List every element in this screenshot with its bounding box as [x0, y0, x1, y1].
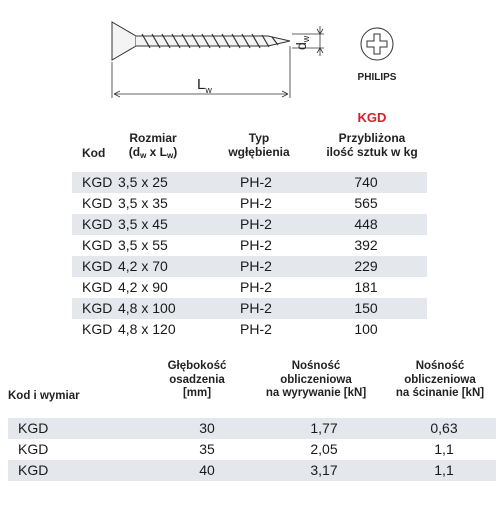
- cell-type: PH-2: [240, 300, 272, 316]
- cell-pull: 1,77: [310, 420, 338, 436]
- cell-type: PH-2: [240, 216, 272, 232]
- table-row: KGD 40 3,17 1,1: [8, 460, 496, 481]
- cell-kod: KGD: [82, 300, 113, 316]
- cell-qty: 740: [354, 174, 378, 190]
- col-header-shear: Nośność obliczeniowa na ścinanie [kN]: [395, 360, 485, 399]
- cell-type: PH-2: [240, 279, 272, 295]
- table-row: KGD 4,8 x 120 PH-2 100: [72, 319, 427, 340]
- cell-shear: 1,1: [434, 441, 454, 457]
- screw-drawing: Lw dw PHILIPS: [111, 21, 397, 98]
- table-row: KGD 30 1,77 0,63: [8, 418, 496, 439]
- cell-kod: KGD: [18, 441, 49, 457]
- cell-qty: 565: [354, 195, 378, 211]
- cell-kod: KGD: [18, 462, 49, 478]
- cell-qty: 150: [354, 300, 378, 316]
- screw-illustration: [111, 21, 324, 98]
- cell-size: 4,8 x 100: [118, 300, 176, 316]
- cell-kod: KGD: [82, 279, 113, 295]
- cell-size: 3,5 x 35: [118, 195, 168, 211]
- table-row: KGD 3,5 x 45 PH-2 448: [72, 214, 427, 235]
- cell-qty: 100: [354, 321, 378, 337]
- dim-d-label: dw: [293, 35, 311, 50]
- product-code-heading: KGD: [357, 110, 387, 125]
- table-row: KGD 4,2 x 70 PH-2 229: [72, 256, 427, 277]
- cell-type: PH-2: [240, 258, 272, 274]
- cell-qty: 392: [354, 237, 378, 253]
- cell-depth: 30: [199, 420, 215, 436]
- col-header-pull: Nośność obliczeniowa na wyrywanie [kN]: [265, 360, 367, 399]
- cell-size: 3,5 x 55: [118, 237, 168, 253]
- cell-pull: 3,17: [310, 462, 338, 478]
- cell-kod: KGD: [82, 258, 113, 274]
- philips-label: PHILIPS: [358, 72, 397, 83]
- table-row: KGD 4,8 x 100 PH-2 150: [72, 298, 427, 319]
- cell-kod: KGD: [82, 237, 113, 253]
- cell-pull: 2,05: [310, 441, 338, 457]
- cell-type: PH-2: [240, 174, 272, 190]
- col-header-rozmiar: Rozmiar (dw x Lw): [118, 131, 188, 163]
- cell-kod: KGD: [82, 321, 113, 337]
- col-header-kod: Kod: [82, 146, 106, 160]
- col-header-kod-wymiar: Kod i wymiar: [8, 390, 80, 402]
- cell-kod: KGD: [18, 420, 49, 436]
- cell-kod: KGD: [82, 195, 113, 211]
- table-row: KGD 3,5 x 55 PH-2 392: [72, 235, 427, 256]
- table-row: KGD 4,2 x 90 PH-2 181: [72, 277, 427, 298]
- cell-size: 4,2 x 90: [118, 279, 168, 295]
- cell-qty: 181: [354, 279, 378, 295]
- cell-size: 3,5 x 45: [118, 216, 168, 232]
- table-row: KGD 3,5 x 35 PH-2 565: [72, 193, 427, 214]
- cell-type: PH-2: [240, 321, 272, 337]
- cell-depth: 35: [199, 441, 215, 457]
- cell-size: 4,2 x 70: [118, 258, 168, 274]
- rozmiar-line1: Rozmiar: [129, 131, 177, 145]
- cell-size: 4,8 x 120: [118, 321, 176, 337]
- cell-qty: 229: [354, 258, 378, 274]
- cell-shear: 0,63: [430, 420, 458, 436]
- col-header-qty: Przybliżona ilość sztuk w kg: [326, 131, 418, 159]
- table-row: KGD 3,5 x 25 PH-2 740: [72, 172, 427, 193]
- philips-drive-icon: [360, 27, 394, 61]
- col-header-typ: Typ wgłębienia: [228, 131, 290, 159]
- col-header-depth: Głębokość osadzenia [mm]: [167, 360, 227, 399]
- cell-qty: 448: [354, 216, 378, 232]
- cell-depth: 40: [199, 462, 215, 478]
- cell-shear: 1,1: [434, 462, 454, 478]
- cell-kod: KGD: [82, 216, 113, 232]
- cell-kod: KGD: [82, 174, 113, 190]
- table-row: KGD 35 2,05 1,1: [8, 439, 496, 460]
- rozmiar-line2: (dw x Lw): [128, 145, 178, 160]
- dim-l-label: Lw: [197, 76, 212, 95]
- cell-type: PH-2: [240, 237, 272, 253]
- cell-size: 3,5 x 25: [118, 174, 168, 190]
- cell-type: PH-2: [240, 195, 272, 211]
